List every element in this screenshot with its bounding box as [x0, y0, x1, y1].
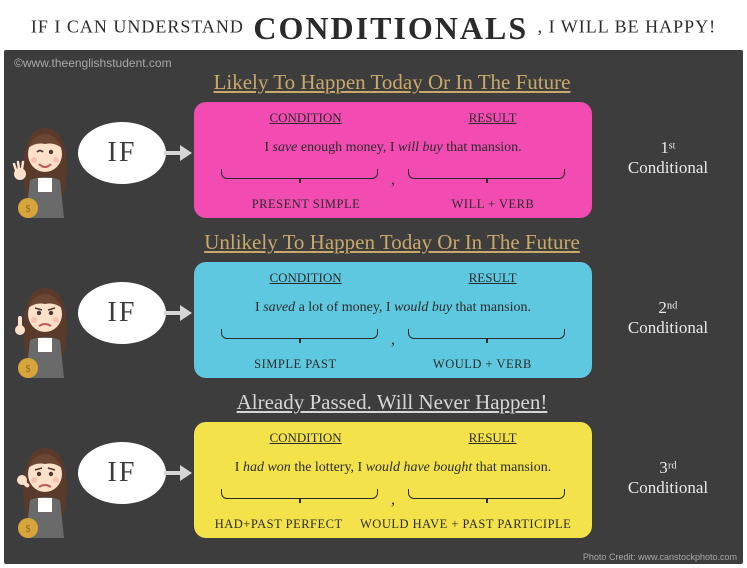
- pill-tenses: PRESENT SIMPLE WILL + VERB: [206, 197, 580, 212]
- header-result: RESULT: [469, 430, 517, 446]
- comma: ,: [391, 331, 395, 349]
- svg-text:$: $: [26, 524, 31, 535]
- pill-tenses: HAD+PAST PERFECT WOULD HAVE + PAST PARTI…: [206, 517, 580, 532]
- braces: ,: [206, 329, 580, 343]
- braces: ,: [206, 489, 580, 503]
- example-sentence: I saved a lot of money, I would buy that…: [255, 300, 531, 316]
- header-condition: CONDITION: [269, 110, 341, 126]
- tense-result: WILL + VERB: [452, 197, 535, 212]
- pill-headers: CONDITION RESULT: [206, 430, 580, 446]
- conditional-row: Unlikely To Happen Today Or In The Futur…: [4, 228, 743, 388]
- title-pre: IF I CAN UNDERSTAND: [31, 17, 244, 37]
- grammar-pill: CONDITION RESULT I save enough money, I …: [194, 102, 592, 218]
- header-condition: CONDITION: [269, 430, 341, 446]
- tense-result: WOULD + VERB: [433, 357, 532, 372]
- page-title: IF I CAN UNDERSTAND CONDITIONALS , I WIL…: [0, 0, 747, 53]
- dark-panel: ©www.theenglishstudent.com Photo Credit:…: [4, 50, 743, 564]
- comma: ,: [391, 171, 395, 189]
- if-bubble: IF: [78, 442, 166, 504]
- arrow-icon: [164, 148, 194, 158]
- tense-condition: HAD+PAST PERFECT: [215, 517, 343, 532]
- if-bubble: IF: [78, 122, 166, 184]
- conditional-row: Likely To Happen Today Or In The Future: [4, 68, 743, 228]
- grammar-pill: CONDITION RESULT I saved a lot of money,…: [194, 262, 592, 378]
- tense-condition: PRESENT SIMPLE: [252, 197, 361, 212]
- braces: ,: [206, 169, 580, 183]
- character-illustration: $: [10, 120, 80, 220]
- conditional-label: 2ⁿᵈConditional: [603, 298, 733, 337]
- tense-result: WOULD HAVE + PAST PARTICIPLE: [360, 517, 571, 532]
- svg-text:$: $: [26, 364, 31, 375]
- conditional-label: 1ˢᵗConditional: [603, 138, 733, 177]
- comma: ,: [391, 491, 395, 509]
- section-title: Unlikely To Happen Today Or In The Futur…: [192, 230, 592, 255]
- brace-right: [408, 489, 565, 499]
- infographic-canvas: IF I CAN UNDERSTAND CONDITIONALS , I WIL…: [0, 0, 747, 568]
- rows-container: Likely To Happen Today Or In The Future: [4, 68, 743, 548]
- brace-right: [408, 329, 565, 339]
- brace-left: [221, 169, 378, 179]
- conditional-label: 3ʳᵈConditional: [603, 458, 733, 497]
- credit-bottom: Photo Credit: www.canstockphoto.com: [583, 552, 737, 562]
- svg-text:$: $: [26, 204, 31, 215]
- conditional-row: Already Passed. Will Never Happen!: [4, 388, 743, 548]
- pill-headers: CONDITION RESULT: [206, 110, 580, 126]
- character-illustration: $: [10, 440, 80, 540]
- grammar-pill: CONDITION RESULT I had won the lottery, …: [194, 422, 592, 538]
- arrow-icon: [164, 308, 194, 318]
- title-main: CONDITIONALS: [249, 10, 532, 47]
- character-illustration: $: [10, 280, 80, 380]
- arrow-icon: [164, 468, 194, 478]
- section-title: Already Passed. Will Never Happen!: [192, 390, 592, 415]
- if-bubble: IF: [78, 282, 166, 344]
- pill-headers: CONDITION RESULT: [206, 270, 580, 286]
- header-condition: CONDITION: [269, 270, 341, 286]
- header-result: RESULT: [469, 270, 517, 286]
- brace-right: [408, 169, 565, 179]
- example-sentence: I had won the lottery, I would have boug…: [235, 460, 551, 476]
- title-post: , I WILL BE HAPPY!: [538, 17, 717, 37]
- example-sentence: I save enough money, I will buy that man…: [264, 140, 521, 156]
- tense-condition: SIMPLE PAST: [254, 357, 337, 372]
- brace-left: [221, 489, 378, 499]
- section-title: Likely To Happen Today Or In The Future: [192, 70, 592, 95]
- brace-left: [221, 329, 378, 339]
- pill-tenses: SIMPLE PAST WOULD + VERB: [206, 357, 580, 372]
- header-result: RESULT: [469, 110, 517, 126]
